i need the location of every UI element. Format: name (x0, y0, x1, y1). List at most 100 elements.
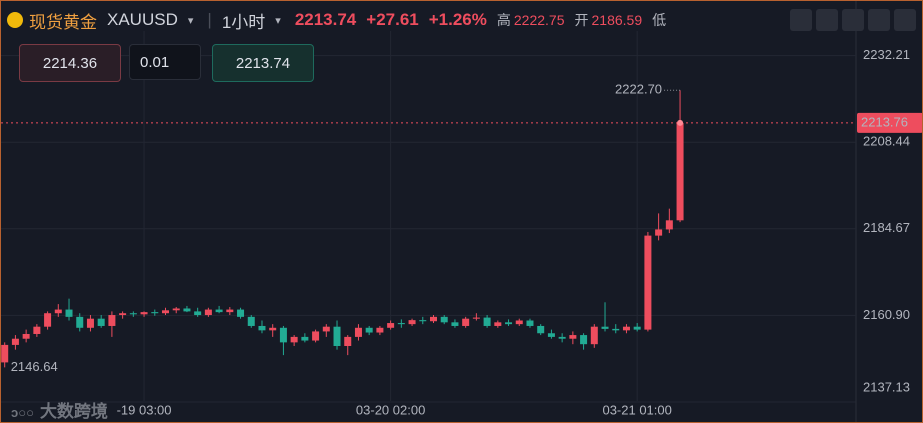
candle-body (279, 327, 287, 343)
candle-body (97, 318, 105, 326)
candle-body (11, 338, 19, 345)
candle-body (612, 328, 620, 331)
min-label: 2146.64 (11, 359, 58, 374)
candle-body (129, 313, 137, 315)
low-label: 低 (652, 12, 667, 28)
tool-button[interactable] (868, 9, 890, 31)
symbol[interactable]: XAUUSD (107, 10, 178, 29)
sell-button[interactable]: 2214.36 (19, 44, 121, 82)
candle-body (354, 327, 362, 337)
candle-body (494, 322, 502, 326)
candle-body (108, 315, 116, 326)
candle-body (397, 323, 405, 325)
x-tick-label: 03-20 02:00 (356, 402, 425, 417)
symbol-name[interactable]: 现货黄金 (29, 12, 97, 32)
candle-body (151, 312, 159, 314)
candle-body (269, 327, 277, 331)
candle-body (172, 308, 180, 311)
last-price-tag (857, 112, 922, 133)
y-tick-label: 2160.90 (863, 307, 910, 322)
candle-body (419, 320, 427, 322)
coin-icon (7, 12, 23, 28)
tool-button[interactable] (790, 9, 812, 31)
candle-body (237, 309, 245, 317)
y-tick-label: 2232.21 (863, 47, 910, 62)
candle-body (65, 309, 73, 317)
candle-body (440, 316, 448, 323)
candle-body (590, 326, 598, 345)
last-price-label: 2213.76 (861, 114, 908, 129)
change: +27.61 (366, 10, 419, 29)
header: 现货黄金 XAUUSD ▾ | 1小时 ▾ 2213.74 +27.61 +1.26… (7, 8, 669, 32)
candle-body (333, 326, 341, 347)
candle-body (258, 325, 266, 331)
candle-body (430, 316, 437, 322)
candle-body (569, 335, 577, 339)
x-tick-label: -19 03:00 (117, 402, 172, 417)
high-label: 高 (496, 12, 511, 28)
candle-body (462, 318, 470, 326)
lot-input[interactable]: 0.01 (129, 44, 201, 80)
x-tick-label: 03-21 01:00 (602, 402, 671, 417)
candle-body (33, 326, 41, 334)
candle-body (655, 229, 663, 236)
watermark-logo: ↄ○○ (11, 405, 34, 420)
candle-body (247, 316, 255, 326)
candle-body (387, 323, 395, 328)
candle-body (633, 326, 641, 330)
y-tick-label: 2184.67 (863, 220, 910, 235)
candle-body (676, 122, 684, 221)
candle-body (547, 333, 555, 337)
candle-body (22, 333, 30, 339)
candle-body (365, 327, 373, 333)
watermark: ↄ○○ 大数跨境 (11, 397, 108, 422)
candle-body (344, 336, 352, 347)
candle-body (183, 308, 191, 312)
candle-body (290, 336, 298, 343)
candle-body (644, 235, 652, 330)
y-tick-label: 2137.13 (863, 379, 910, 394)
candle-body (312, 331, 320, 341)
candle-body (483, 317, 491, 326)
divider: | (207, 10, 212, 29)
candle-body (204, 309, 212, 316)
candle-body (558, 336, 566, 339)
max-label: 2222.70 (615, 82, 662, 97)
last-price-dot (677, 119, 684, 126)
interval[interactable]: 1小时 (221, 12, 266, 32)
candle-body (665, 220, 673, 230)
candle-body (515, 320, 523, 325)
open-value: 2186.59 (591, 12, 643, 28)
candle-body (194, 311, 202, 316)
candle-body (526, 320, 534, 326)
candle-body (622, 326, 630, 331)
candle-body (537, 325, 545, 334)
caret[interactable]: ▾ (275, 14, 281, 27)
candle-body (140, 312, 148, 315)
high-value: 2222.75 (513, 12, 565, 28)
candle-body (408, 320, 416, 325)
candle-body (301, 336, 309, 341)
candle-body (1, 344, 9, 363)
candle-body (451, 322, 459, 326)
candle-body (322, 326, 330, 332)
change-pct: +1.26% (428, 10, 487, 29)
open-label: 开 (574, 12, 589, 28)
candle-body (580, 335, 588, 345)
price: 2213.74 (294, 10, 357, 29)
caret[interactable]: ▾ (187, 14, 194, 27)
candle-body (376, 327, 384, 333)
tool-button[interactable] (894, 9, 916, 31)
tool-button[interactable] (842, 9, 864, 31)
candle-body (215, 309, 223, 313)
toolbar (790, 9, 916, 31)
candle-body (86, 318, 94, 328)
buy-button[interactable]: 2213.74 (212, 44, 314, 82)
watermark-text: 大数跨境 (39, 402, 108, 421)
candle-body (119, 313, 127, 316)
candle-body (44, 313, 52, 327)
tool-button[interactable] (816, 9, 838, 31)
candle-body (472, 317, 480, 319)
